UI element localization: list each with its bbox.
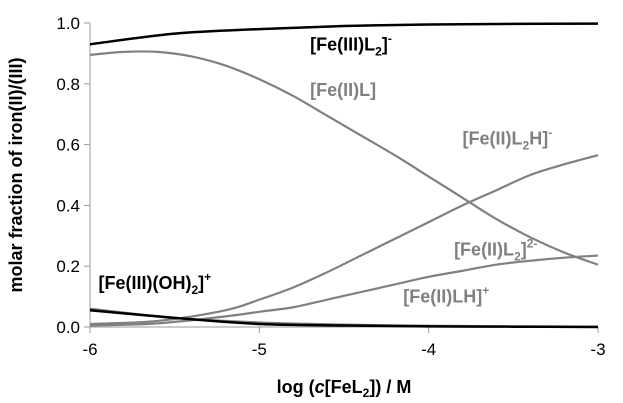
- x-axis-title: log (c[FeL2]) / M: [277, 377, 412, 400]
- series-line-2: [89, 154, 599, 326]
- series-label-1: [Fe(II)L]: [310, 80, 376, 100]
- y-tick-label: 0.6: [56, 136, 80, 155]
- series-line-0: [89, 22, 599, 46]
- series-label-5: [Fe(III)(OH)2]+: [98, 270, 211, 297]
- series-label-3: [Fe(II)L2]2-: [454, 237, 537, 264]
- y-tick-label: 0.4: [56, 196, 80, 215]
- y-tick-label: 0.8: [56, 75, 80, 94]
- y-tick-label: 1.0: [56, 14, 80, 33]
- series-label-2: [Fe(II)L2H]-: [463, 126, 553, 153]
- series-label-0: [Fe(III)L2]-: [310, 31, 392, 58]
- series-line-3: [89, 254, 599, 327]
- x-tick-label: -4: [421, 340, 436, 359]
- x-tick-label: -5: [252, 340, 267, 359]
- series-line-1: [89, 50, 599, 266]
- series-line-5: [89, 309, 599, 329]
- y-axis-title: molar fraction of iron(II)/(III): [6, 58, 26, 293]
- series-label-4: [Fe(II)LH]+: [403, 284, 489, 307]
- x-tick-label: -6: [82, 340, 97, 359]
- y-tick-label: 0.2: [56, 257, 80, 276]
- x-tick-label: -3: [590, 340, 605, 359]
- y-tick-label: 0.0: [56, 318, 80, 337]
